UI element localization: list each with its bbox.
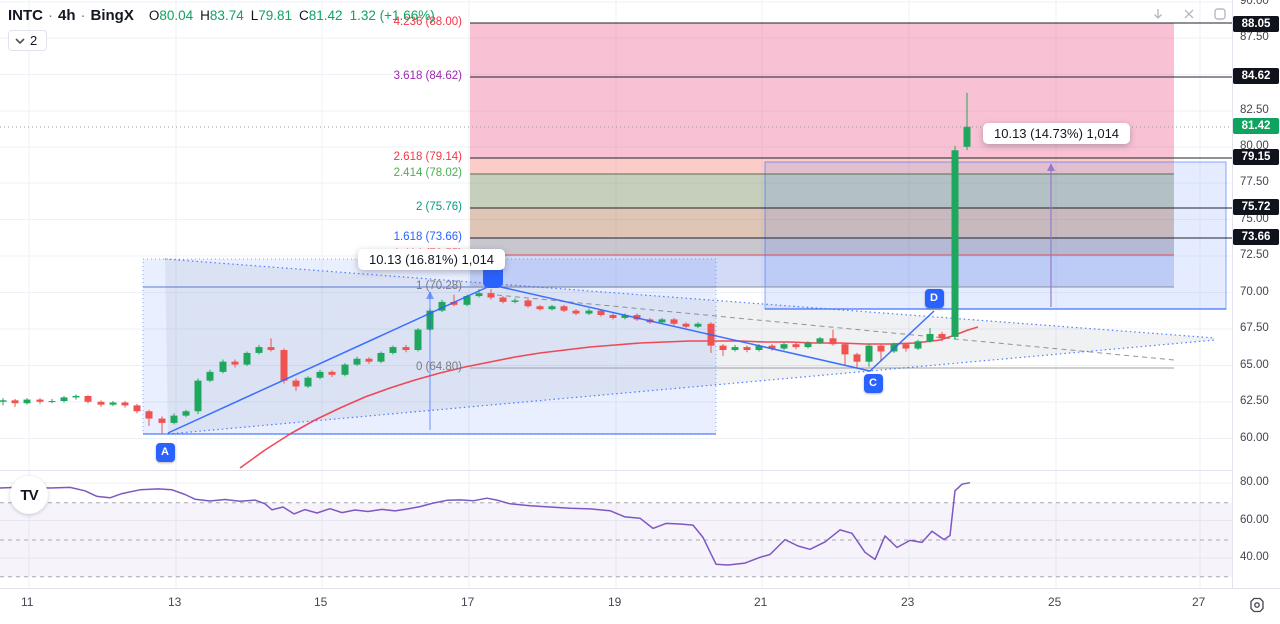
ohlc-item: H83.74: [200, 8, 244, 23]
indicators-collapse-button[interactable]: 2: [8, 30, 48, 51]
rsi-tick: 60.00: [1240, 513, 1269, 526]
price-line-label: 88.05: [1233, 16, 1279, 32]
pane-separator[interactable]: [0, 470, 1232, 471]
fib-level-label: 1.618 (73.66): [393, 231, 462, 243]
timezone-settings-icon[interactable]: [1246, 594, 1268, 616]
time-tick: 11: [21, 595, 34, 609]
price-tick: 72.50: [1240, 249, 1269, 261]
change-value: 1.32 (+1.66%): [349, 8, 435, 23]
rsi-tick: 40.00: [1240, 551, 1269, 563]
symbol-legend[interactable]: INTC · 4h · BingX O80.04 H83.74 L79.81 C81.…: [8, 7, 435, 24]
close-pane-icon[interactable]: [1179, 4, 1199, 24]
time-tick: 25: [1048, 595, 1062, 609]
rsi-tick: 80.00: [1240, 476, 1269, 488]
fib-level-label: 0 (64.80): [415, 361, 462, 373]
price-tick: 77.50: [1240, 176, 1269, 188]
fib-level-label: 3.618 (84.62): [393, 70, 462, 82]
fib-level-label: 2 (75.76): [415, 201, 462, 213]
price-tick: 90.00: [1240, 0, 1269, 7]
time-tick: 19: [608, 595, 622, 609]
timeframe-label[interactable]: 4h: [58, 7, 76, 24]
fib-level-label: 2.618 (79.14): [393, 151, 462, 163]
move-pane-down-icon[interactable]: [1148, 4, 1168, 24]
chevron-down-icon: [15, 37, 25, 44]
price-tick: 62.50: [1240, 395, 1269, 407]
exchange-label[interactable]: BingX: [90, 7, 134, 24]
pattern-point-a[interactable]: A: [155, 442, 175, 462]
ohlc-item: C81.42: [299, 8, 343, 23]
time-tick: 21: [754, 595, 768, 609]
price-axis-separator: [1232, 0, 1233, 588]
time-tick: 17: [461, 595, 475, 609]
price-tick: 67.50: [1240, 322, 1269, 334]
maximize-pane-icon[interactable]: [1210, 4, 1230, 24]
time-tick: 13: [168, 595, 182, 609]
price-tick: 75.00: [1240, 212, 1269, 225]
ohlc-item: L79.81: [250, 8, 293, 23]
price-tick: 87.50: [1240, 31, 1269, 43]
ohlc-values: O80.04 H83.74 L79.81 C81.42: [149, 8, 343, 23]
time-tick: 15: [314, 595, 328, 609]
symbol-name[interactable]: INTC: [8, 7, 43, 24]
current-price-label: 81.42: [1233, 118, 1279, 134]
price-tick: 82.50: [1240, 104, 1269, 116]
pattern-point-d[interactable]: D: [924, 288, 944, 308]
price-line-label: 84.62: [1233, 68, 1279, 84]
price-line-label: 79.15: [1233, 149, 1279, 165]
pane-controls: [1148, 4, 1230, 24]
price-tick: 65.00: [1240, 358, 1269, 371]
time-tick: 23: [901, 595, 915, 609]
fib-level-label: 2.414 (78.02): [393, 167, 462, 179]
price-line-label: 73.66: [1233, 228, 1279, 245]
pattern-point-c[interactable]: C: [863, 373, 883, 393]
tradingview-logo[interactable]: TV: [10, 476, 48, 514]
fib-level-label: 1 (70.28): [415, 280, 462, 292]
range-tooltip: 10.13 (16.81%) 1,014: [358, 249, 506, 270]
ohlc-item: O80.04: [148, 8, 194, 23]
time-axis-separator: [0, 588, 1280, 589]
price-tick: 70.00: [1240, 285, 1269, 298]
fib-level-label: 4.236 (88.00): [393, 16, 462, 28]
price-line-label: 75.72: [1233, 199, 1279, 215]
range-tooltip: 10.13 (14.73%) 1,014: [983, 123, 1131, 144]
time-tick: 27: [1192, 595, 1206, 609]
indicator-count: 2: [30, 33, 38, 48]
price-tick: 60.00: [1240, 431, 1269, 444]
